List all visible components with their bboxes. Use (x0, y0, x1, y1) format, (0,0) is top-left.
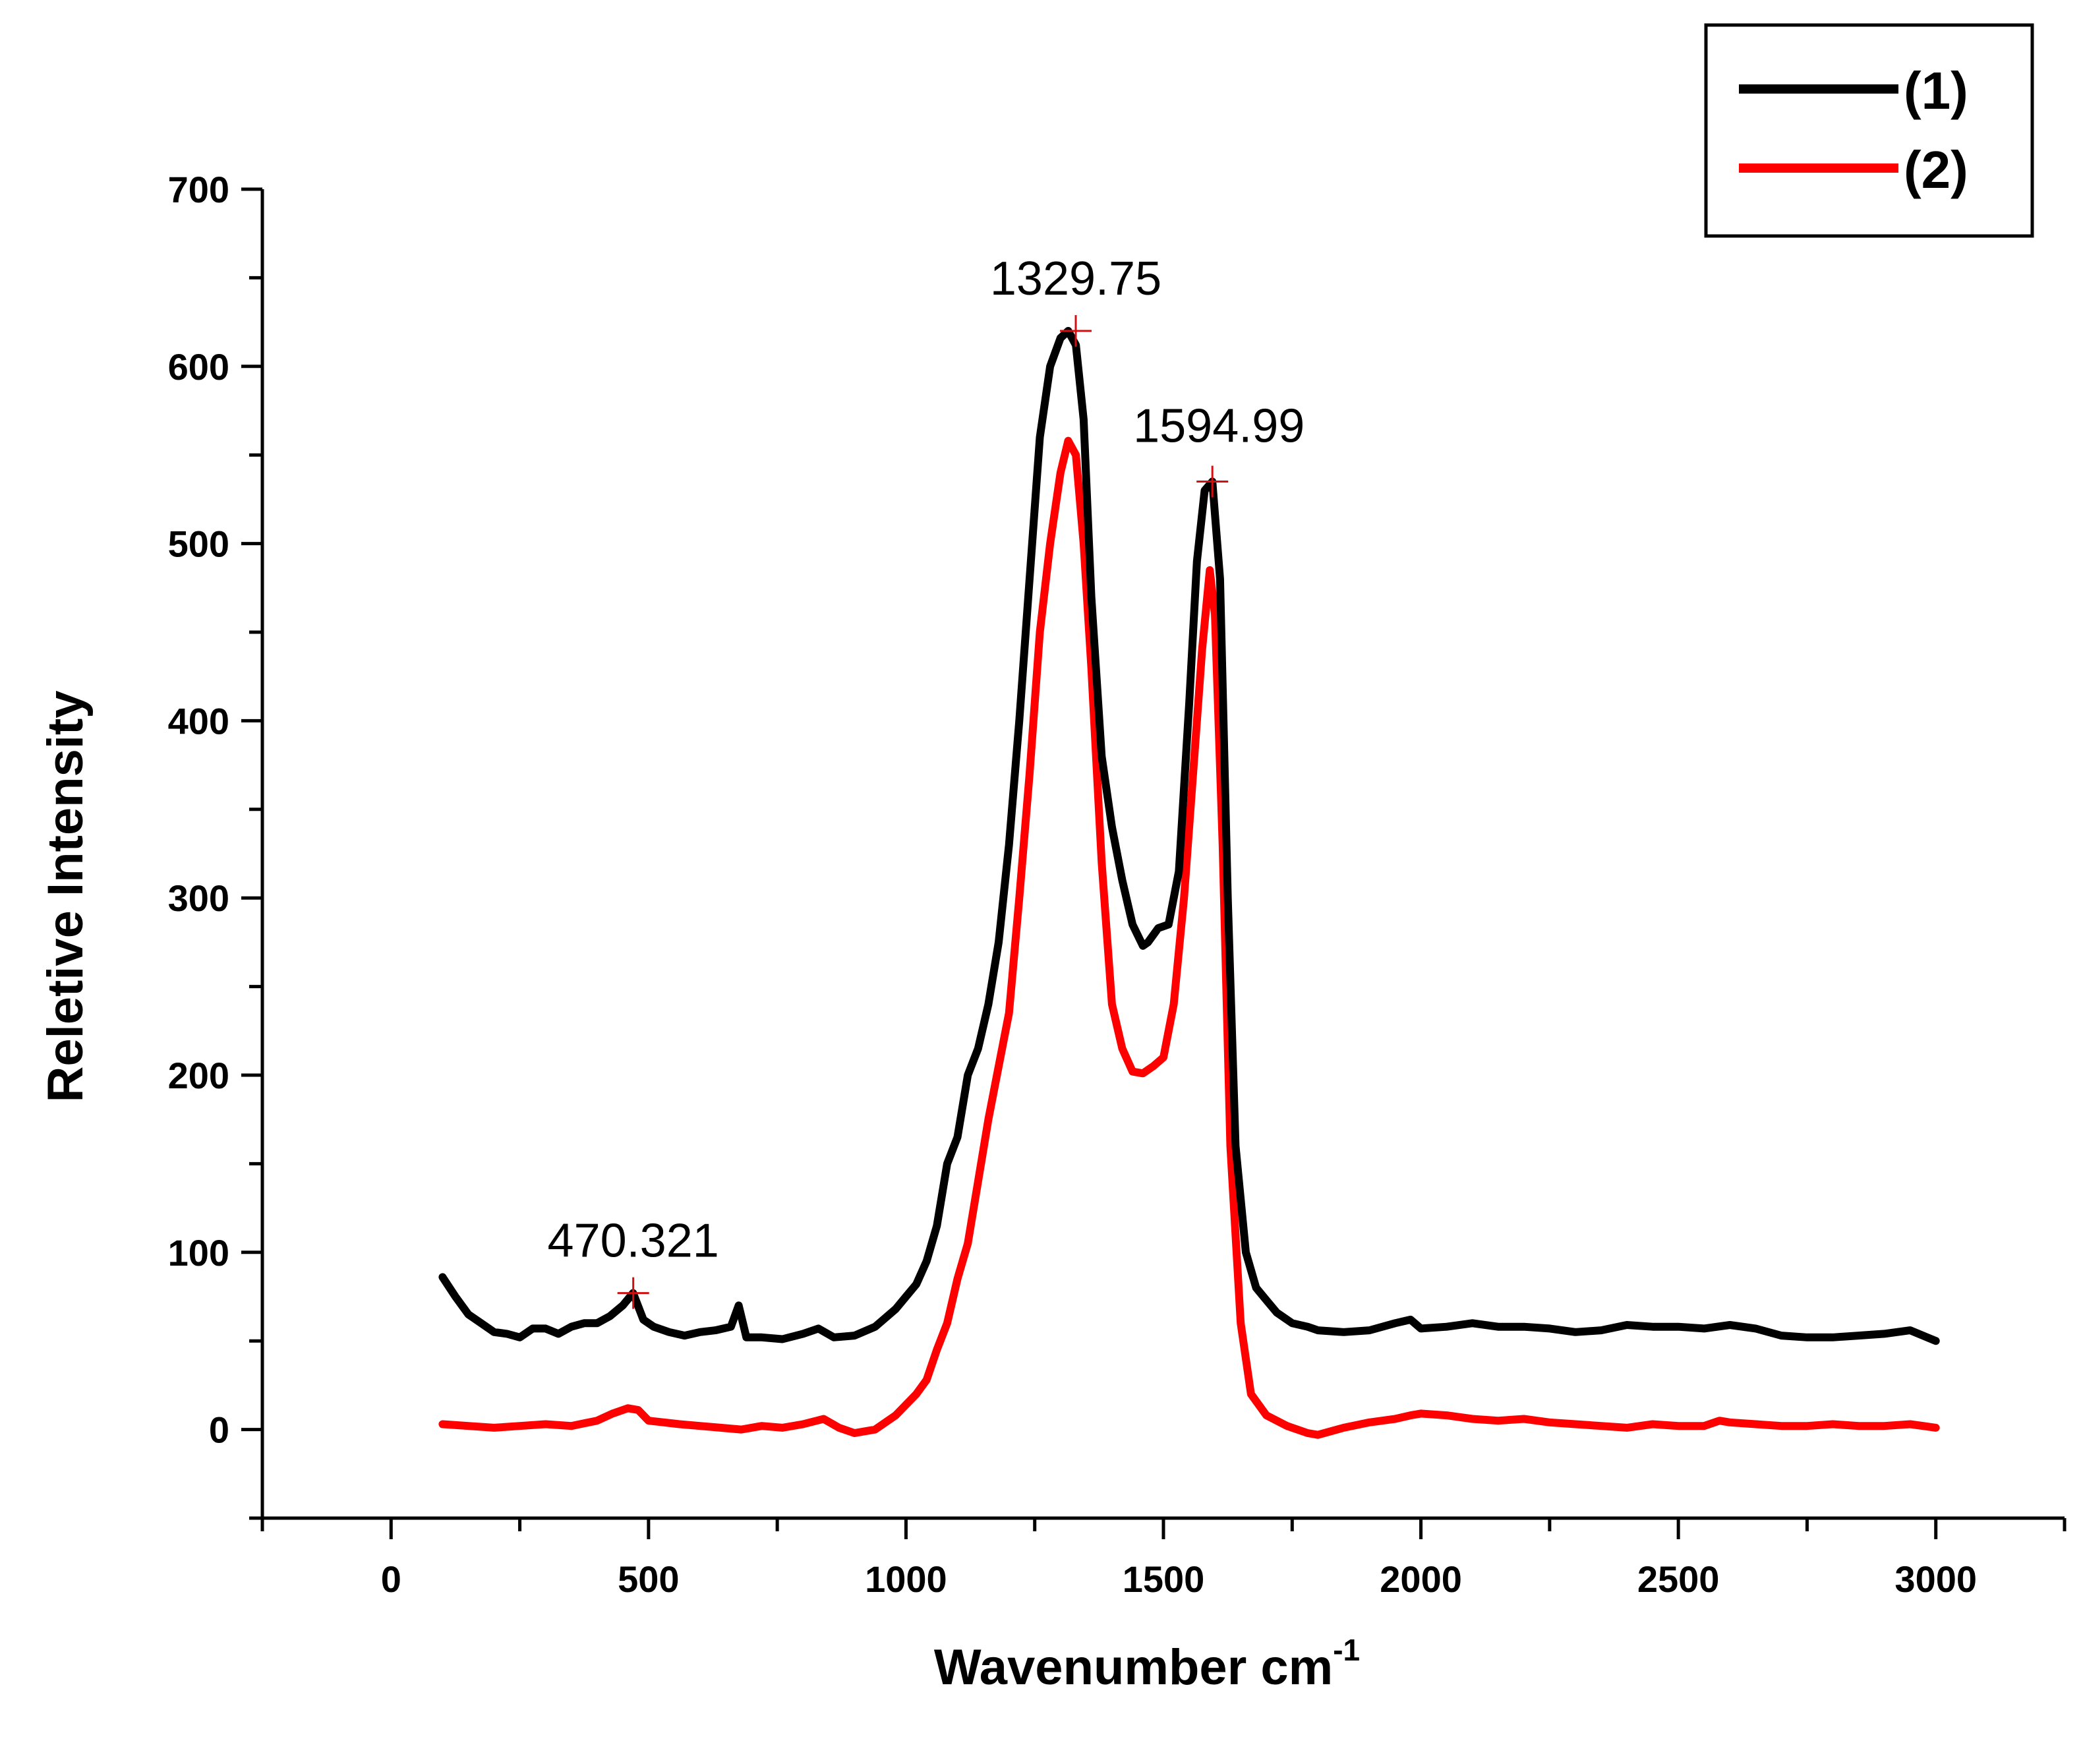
x-tick-label: 1500 (1123, 1558, 1205, 1600)
legend-label-series-2: (2) (1904, 140, 1968, 199)
y-tick-label: 300 (168, 877, 229, 919)
y-tick-label: 500 (168, 523, 229, 565)
x-tick-label: 1000 (865, 1558, 947, 1600)
x-tick-label: 0 (381, 1558, 401, 1600)
peak-annotation: 470.321 (548, 1215, 719, 1268)
y-tick-label: 700 (168, 169, 229, 210)
y-axis-title: Reletive Intensity (38, 690, 94, 1102)
y-tick-label: 400 (168, 700, 229, 742)
x-axis-title-superscript: -1 (1333, 1633, 1360, 1667)
axes-layer: 0 500 1000 1500 2000 2500 3000 0 100 200 300 400 500… (168, 169, 2067, 1600)
series-line-2 (438, 436, 1940, 1439)
y-tick-label: 0 (209, 1409, 229, 1451)
legend-box (1704, 23, 2034, 238)
x-tick-label: 2000 (1380, 1558, 1462, 1600)
peak-annotation: 1329.75 (990, 252, 1161, 305)
y-tick-label: 600 (168, 346, 229, 388)
legend: (1) (2) (1704, 23, 2034, 238)
x-tick-label: 3000 (1894, 1558, 1977, 1600)
x-axis-title-main: Wavenumber cm (934, 1639, 1333, 1695)
y-tick-label: 100 (168, 1232, 229, 1274)
y-tick-label: 200 (168, 1055, 229, 1096)
peak-annotation: 1594.99 (1133, 400, 1305, 453)
x-tick-label: 2500 (1637, 1558, 1720, 1600)
annotation-layer: 1329.75 1594.99 470.321 (548, 252, 1305, 1309)
x-axis-title: Wavenumber cm-1 (934, 1633, 1360, 1695)
legend-label-series-1: (1) (1904, 61, 1968, 120)
x-tick-label: 500 (618, 1558, 679, 1600)
